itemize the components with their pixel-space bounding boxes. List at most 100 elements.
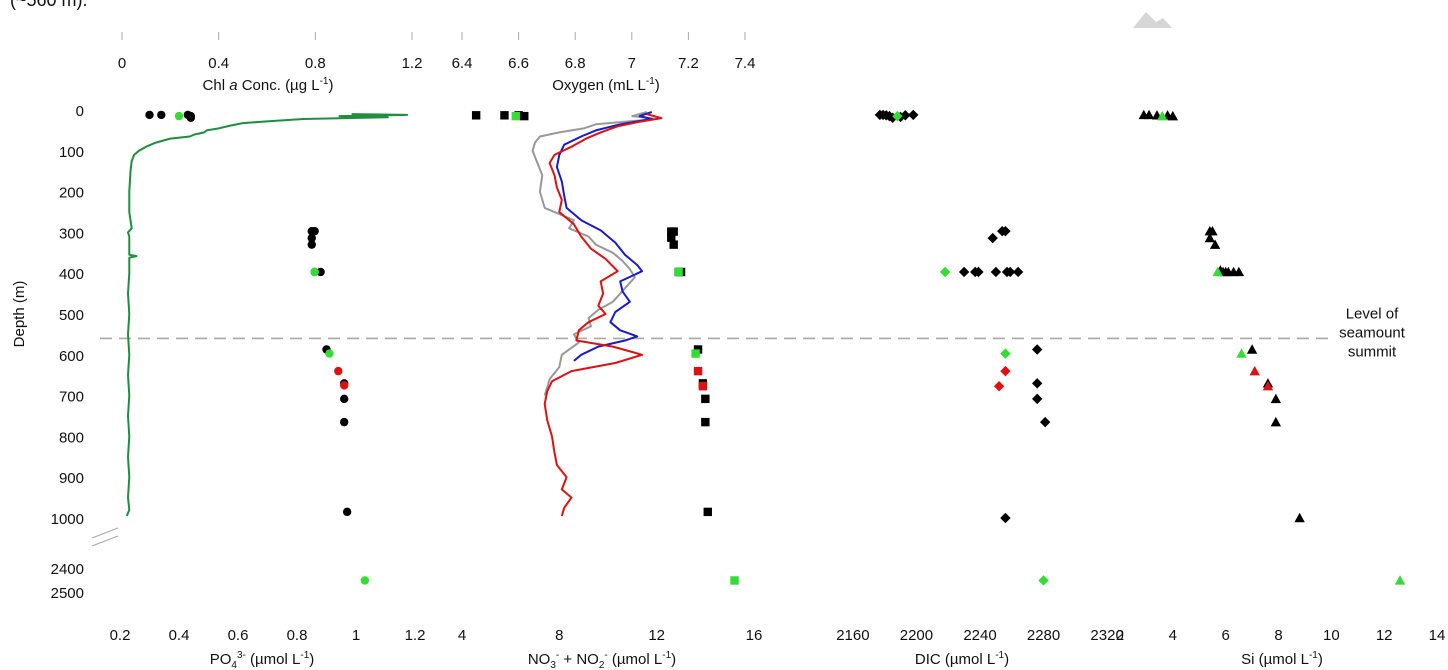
x-tick-label: 10 — [1323, 627, 1340, 644]
data-point-black-circle — [186, 113, 195, 122]
x-tick-label: 4 — [458, 627, 466, 644]
data-point-black-circle — [310, 226, 319, 236]
data-point-red-square — [693, 366, 703, 376]
data-point-black-triangle — [1246, 344, 1258, 354]
data-point-red-diamond — [1000, 365, 1011, 377]
x-tick-label: 12 — [648, 627, 665, 644]
x-tick-label: 0.6 — [228, 627, 249, 644]
data-point-black-triangle — [1233, 266, 1245, 277]
top-tick-label: 7 — [628, 55, 636, 72]
data-point-black-diamond — [1032, 393, 1043, 405]
top-tick-label: 7.2 — [678, 55, 699, 72]
data-point-black-diamond — [1000, 225, 1011, 237]
top-tick-label: 6.6 — [508, 55, 529, 72]
data-point-black-diamond — [1032, 378, 1043, 389]
top-axis-label: Oxygen (mL L-1) — [552, 76, 660, 94]
top-tick-label: 6.8 — [565, 55, 586, 72]
x-tick-label: 2 — [1116, 627, 1124, 644]
top-tick-label: 0.4 — [208, 55, 229, 72]
y-tick-label: 1000 — [51, 511, 84, 528]
seamount-summit-label: summit — [1348, 343, 1397, 360]
data-point-red-triangle — [1262, 381, 1274, 391]
top-axis-label: Chl a Conc. (µg L-1) — [203, 76, 334, 94]
data-point-black-triangle — [1270, 416, 1282, 427]
top-tick-label: 7.4 — [735, 55, 756, 72]
data-point-red-square — [698, 382, 708, 391]
data-point-black-diamond — [900, 110, 911, 121]
oxygen-profile-line — [543, 113, 663, 517]
chl-profile-line — [125, 113, 409, 517]
data-point-green-square — [691, 349, 700, 358]
x-tick-label: 16 — [746, 627, 763, 644]
data-point-red-circle — [334, 366, 343, 376]
data-point-black-circle — [307, 233, 316, 243]
top-tick-label: 6.4 — [452, 55, 473, 72]
y-tick-label: 2500 — [51, 585, 84, 602]
data-point-green-triangle — [1157, 110, 1168, 121]
x-tick-label: 2200 — [900, 627, 933, 644]
data-point-black-square — [667, 233, 676, 242]
data-point-red-circle — [340, 381, 349, 390]
y-tick-label: 200 — [59, 185, 84, 202]
data-point-black-triangle — [1270, 393, 1282, 404]
y-tick-label: 900 — [59, 470, 84, 487]
x-tick-label: 2280 — [1027, 627, 1060, 644]
data-point-green-triangle — [1212, 266, 1223, 277]
data-point-green-square — [674, 267, 683, 277]
data-point-green-triangle — [1394, 575, 1406, 585]
data-point-black-square — [471, 111, 481, 120]
data-point-black-triangle — [1294, 512, 1305, 523]
data-point-black-circle — [157, 110, 166, 120]
partial-logo-shape — [1133, 12, 1172, 28]
data-point-black-diamond — [1004, 266, 1016, 278]
x-tick-label: 0.2 — [110, 627, 131, 644]
x-tick-label: 6 — [1221, 627, 1229, 644]
x-tick-label: 1 — [352, 627, 360, 644]
x-tick-label: 12 — [1376, 627, 1393, 644]
x-axis-label: NO3- + NO2- (µmol L-1) — [528, 650, 676, 670]
data-point-green-diamond — [1038, 575, 1049, 586]
data-point-black-triangle — [1167, 110, 1179, 121]
data-point-black-diamond — [958, 266, 970, 278]
top-tick-label: 1.2 — [402, 55, 423, 72]
data-point-black-square — [669, 240, 678, 249]
x-axis-label: PO43- (µmol L-1) — [210, 650, 315, 670]
x-tick-label: 0.4 — [169, 627, 190, 644]
data-point-green-circle — [325, 349, 334, 358]
data-point-black-diamond — [1039, 416, 1051, 428]
data-point-green-diamond — [892, 110, 903, 122]
data-point-green-diamond — [1000, 348, 1011, 359]
data-point-red-triangle — [1249, 365, 1260, 376]
y-tick-label: 0 — [76, 103, 84, 120]
x-tick-label: 14 — [1429, 627, 1446, 644]
data-point-black-diamond — [887, 112, 898, 123]
x-tick-label: 8 — [555, 627, 563, 644]
x-tick-label: 8 — [1274, 627, 1282, 644]
data-point-red-diamond — [993, 381, 1005, 392]
data-point-green-circle — [360, 576, 370, 585]
x-tick-label: 2240 — [963, 627, 996, 644]
x-tick-label: 2320 — [1090, 627, 1123, 644]
data-point-black-diamond — [1000, 512, 1011, 524]
data-point-black-diamond — [1012, 266, 1024, 278]
x-tick-label: 4 — [1169, 627, 1177, 644]
y-tick-label: 600 — [59, 348, 84, 365]
axis-break-mark — [91, 527, 119, 539]
data-point-black-circle — [340, 394, 349, 404]
y-tick-label: 2400 — [51, 561, 84, 578]
data-point-black-square — [669, 227, 678, 236]
data-point-green-circle — [174, 111, 184, 121]
oxygen-profile-line — [531, 111, 658, 396]
data-point-black-circle — [340, 417, 349, 427]
data-point-black-triangle — [1204, 232, 1216, 243]
data-point-black-square — [520, 111, 529, 121]
data-point-black-square — [701, 394, 710, 404]
top-tick-label: 0 — [118, 55, 126, 72]
axis-break-mark — [91, 535, 119, 547]
data-point-green-circle — [310, 267, 319, 277]
data-point-black-triangle — [1143, 109, 1155, 120]
seamount-summit-label: seamount — [1339, 324, 1406, 341]
x-tick-label: 2160 — [836, 627, 869, 644]
data-point-green-diamond — [939, 266, 951, 278]
